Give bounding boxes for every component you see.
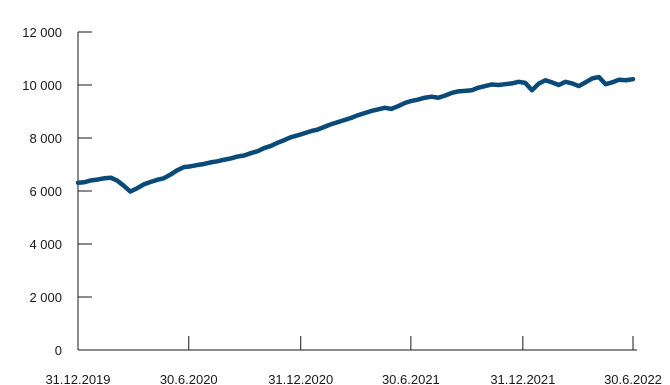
y-tick-label: 12 000 [22, 25, 62, 40]
series-line [75, 74, 636, 194]
x-tick-label: 30.6.2021 [382, 372, 440, 385]
x-tick-label: 31.12.2021 [490, 372, 555, 385]
x-tick-label: 31.12.2020 [268, 372, 333, 385]
x-tick-label: 30.6.2020 [160, 372, 218, 385]
x-ticks: 31.12.2019 30.6.2020 31.12.2020 30.6.2021 31… [45, 336, 662, 385]
x-tick-label: 31.12.2019 [45, 372, 110, 385]
y-tick-label: 10 000 [22, 78, 62, 93]
y-tick-label: 0 [55, 343, 62, 358]
y-tick-label: 6 000 [29, 184, 62, 199]
y-tick-label: 2 000 [29, 290, 62, 305]
x-tick-label: 30.6.2022 [604, 372, 662, 385]
y-ticks: 0 2 000 4 000 6 000 8 000 10 000 12 000 [22, 25, 92, 358]
y-tick-label: 8 000 [29, 131, 62, 146]
y-tick-label: 4 000 [29, 237, 62, 252]
